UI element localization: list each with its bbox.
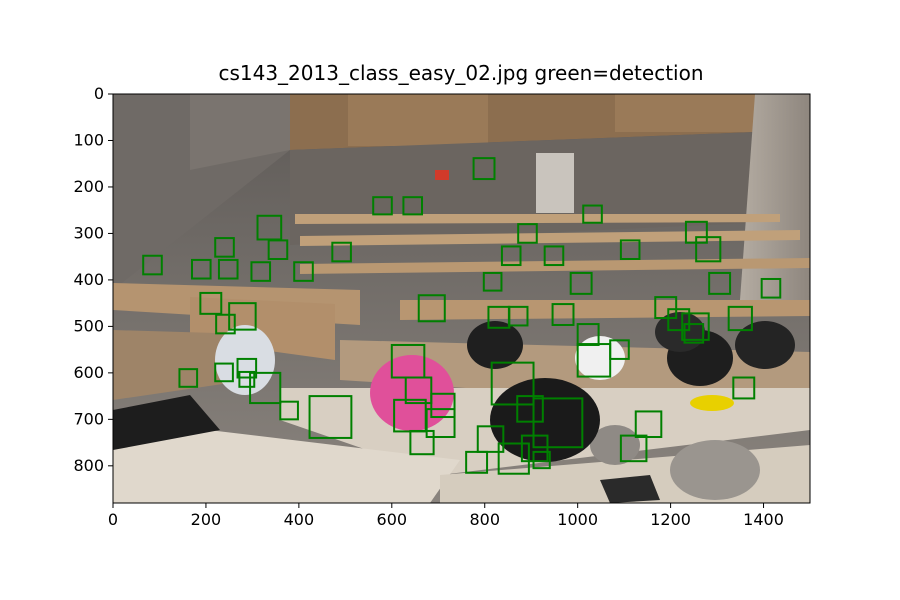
chart-title: cs143_2013_class_easy_02.jpg green=detec… bbox=[218, 61, 703, 85]
y-tick-label: 500 bbox=[73, 316, 104, 335]
y-tick-label: 0 bbox=[94, 84, 104, 103]
x-tick-label: 1000 bbox=[557, 510, 598, 529]
classroom-photo bbox=[113, 94, 810, 503]
x-tick-label: 800 bbox=[469, 510, 500, 529]
y-axis: 0 100 200 300 400 500 600 700 800 bbox=[73, 84, 113, 475]
x-tick-label: 1400 bbox=[743, 510, 784, 529]
y-tick-label: 700 bbox=[73, 409, 104, 428]
x-tick-label: 600 bbox=[377, 510, 408, 529]
x-tick-label: 1200 bbox=[650, 510, 691, 529]
y-tick-label: 100 bbox=[73, 130, 104, 149]
x-tick-label: 200 bbox=[191, 510, 222, 529]
x-tick-label: 400 bbox=[284, 510, 315, 529]
y-tick-label: 300 bbox=[73, 223, 104, 242]
x-tick-label: 0 bbox=[108, 510, 118, 529]
y-tick-label: 800 bbox=[73, 456, 104, 475]
x-axis: 0 200 400 600 800 1000 1200 1400 bbox=[108, 503, 784, 529]
y-tick-label: 400 bbox=[73, 270, 104, 289]
y-tick-label: 600 bbox=[73, 363, 104, 382]
y-tick-label: 200 bbox=[73, 177, 104, 196]
